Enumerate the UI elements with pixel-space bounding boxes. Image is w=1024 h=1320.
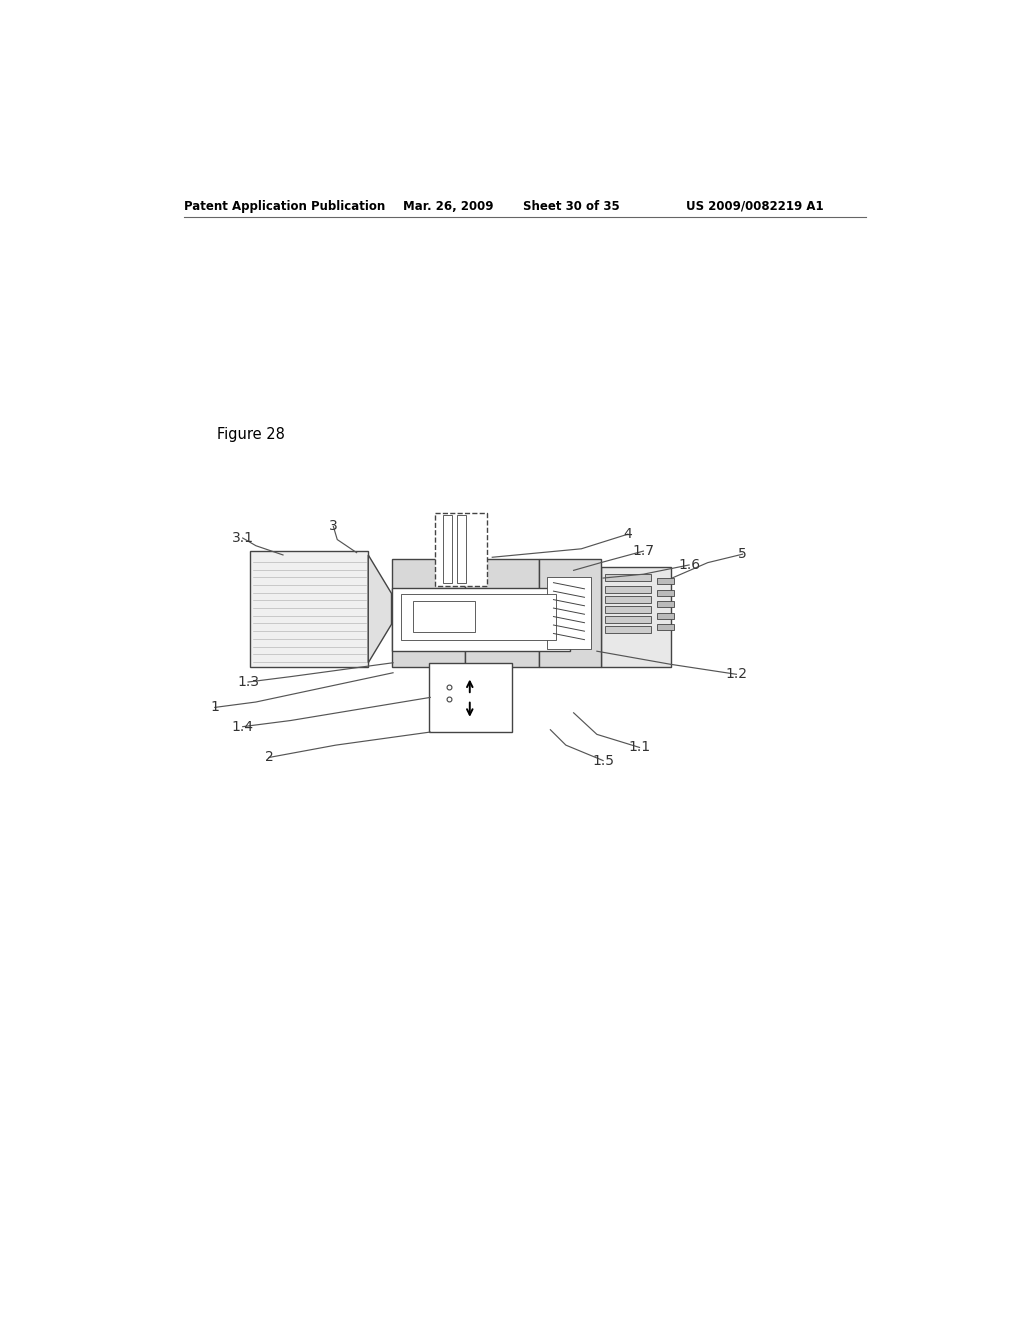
Bar <box>604 586 651 593</box>
Bar <box>391 589 569 651</box>
Bar <box>656 590 674 595</box>
Bar <box>656 601 674 607</box>
Bar <box>656 624 674 631</box>
Bar <box>442 515 452 583</box>
Text: 5: 5 <box>738 548 746 561</box>
Bar <box>539 558 601 667</box>
Text: 4: 4 <box>624 527 632 541</box>
Bar <box>604 595 651 603</box>
Text: Figure 28: Figure 28 <box>217 426 285 442</box>
Text: Sheet 30 of 35: Sheet 30 of 35 <box>523 199 620 213</box>
Bar <box>601 566 671 667</box>
Text: 1.1: 1.1 <box>629 741 650 755</box>
Bar <box>604 615 651 623</box>
Text: 1.4: 1.4 <box>231 719 254 734</box>
Text: Mar. 26, 2009: Mar. 26, 2009 <box>403 199 494 213</box>
Text: US 2009/0082219 A1: US 2009/0082219 A1 <box>686 199 823 213</box>
Bar <box>435 512 486 586</box>
Text: 1.3: 1.3 <box>238 675 259 689</box>
Bar <box>547 577 591 649</box>
Text: 3.1: 3.1 <box>231 531 254 545</box>
Bar <box>604 574 651 581</box>
Text: 3: 3 <box>329 520 338 533</box>
Text: Patent Application Publication: Patent Application Publication <box>183 199 385 213</box>
Bar <box>656 612 674 619</box>
Bar <box>604 606 651 612</box>
Bar <box>414 601 475 632</box>
Bar <box>604 626 651 632</box>
Text: 1.6: 1.6 <box>678 558 700 572</box>
Text: 1: 1 <box>210 701 219 714</box>
Bar <box>656 578 674 585</box>
Bar <box>465 612 539 667</box>
Bar <box>391 558 465 612</box>
Bar <box>251 552 369 667</box>
Bar <box>400 594 556 640</box>
Text: 1.2: 1.2 <box>725 668 748 681</box>
Bar <box>429 663 512 733</box>
Text: 1.7: 1.7 <box>633 544 654 558</box>
Text: 2: 2 <box>264 751 273 764</box>
Bar <box>391 612 465 667</box>
Polygon shape <box>369 554 391 663</box>
Bar <box>457 515 466 583</box>
Bar <box>465 558 539 612</box>
Text: 1.5: 1.5 <box>592 754 614 767</box>
